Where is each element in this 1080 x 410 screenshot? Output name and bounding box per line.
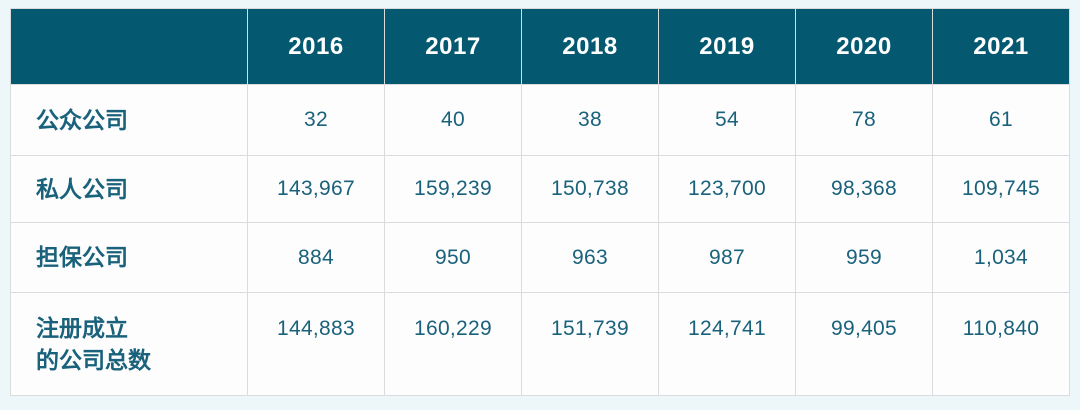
table-header: 2016 2017 2018 2019 2020 2021 <box>10 8 1070 85</box>
cell-value: 124,741 <box>658 292 796 396</box>
cell-value: 160,229 <box>384 292 522 396</box>
cell-value: 963 <box>521 222 659 293</box>
company-statistics-table: 2016 2017 2018 2019 2020 2021 公众公司 32 40… <box>10 8 1070 396</box>
header-row: 2016 2017 2018 2019 2020 2021 <box>10 8 1070 85</box>
cell-value: 38 <box>521 84 659 156</box>
year-header-2020: 2020 <box>795 8 933 85</box>
table-row-public-companies: 公众公司 32 40 38 54 78 61 <box>10 84 1070 156</box>
cell-value: 884 <box>247 222 385 293</box>
cell-value: 78 <box>795 84 933 156</box>
row-label: 担保公司 <box>10 222 248 293</box>
row-label: 公众公司 <box>10 84 248 156</box>
cell-value: 950 <box>384 222 522 293</box>
row-label: 私人公司 <box>10 155 248 223</box>
cell-value: 40 <box>384 84 522 156</box>
cell-value: 151,739 <box>521 292 659 396</box>
cell-value: 159,239 <box>384 155 522 223</box>
row-label: 注册成立 的公司总数 <box>10 292 248 396</box>
table-row-private-companies: 私人公司 143,967 159,239 150,738 123,700 98,… <box>10 155 1070 223</box>
cell-value: 1,034 <box>932 222 1070 293</box>
cell-value: 123,700 <box>658 155 796 223</box>
cell-value: 110,840 <box>932 292 1070 396</box>
cell-value: 54 <box>658 84 796 156</box>
table-row-total-incorporated: 注册成立 的公司总数 144,883 160,229 151,739 124,7… <box>10 292 1070 396</box>
cell-value: 987 <box>658 222 796 293</box>
table-body: 公众公司 32 40 38 54 78 61 私人公司 143,967 159,… <box>10 84 1070 396</box>
cell-value: 98,368 <box>795 155 933 223</box>
year-header-2016: 2016 <box>247 8 385 85</box>
corner-header-cell <box>10 8 248 85</box>
table-row-guarantee-companies: 担保公司 884 950 963 987 959 1,034 <box>10 222 1070 293</box>
company-statistics-table-container: 2016 2017 2018 2019 2020 2021 公众公司 32 40… <box>10 8 1070 396</box>
cell-value: 99,405 <box>795 292 933 396</box>
cell-value: 959 <box>795 222 933 293</box>
cell-value: 61 <box>932 84 1070 156</box>
cell-value: 150,738 <box>521 155 659 223</box>
year-header-2021: 2021 <box>932 8 1070 85</box>
year-header-2018: 2018 <box>521 8 659 85</box>
cell-value: 143,967 <box>247 155 385 223</box>
year-header-2017: 2017 <box>384 8 522 85</box>
year-header-2019: 2019 <box>658 8 796 85</box>
cell-value: 32 <box>247 84 385 156</box>
cell-value: 144,883 <box>247 292 385 396</box>
cell-value: 109,745 <box>932 155 1070 223</box>
